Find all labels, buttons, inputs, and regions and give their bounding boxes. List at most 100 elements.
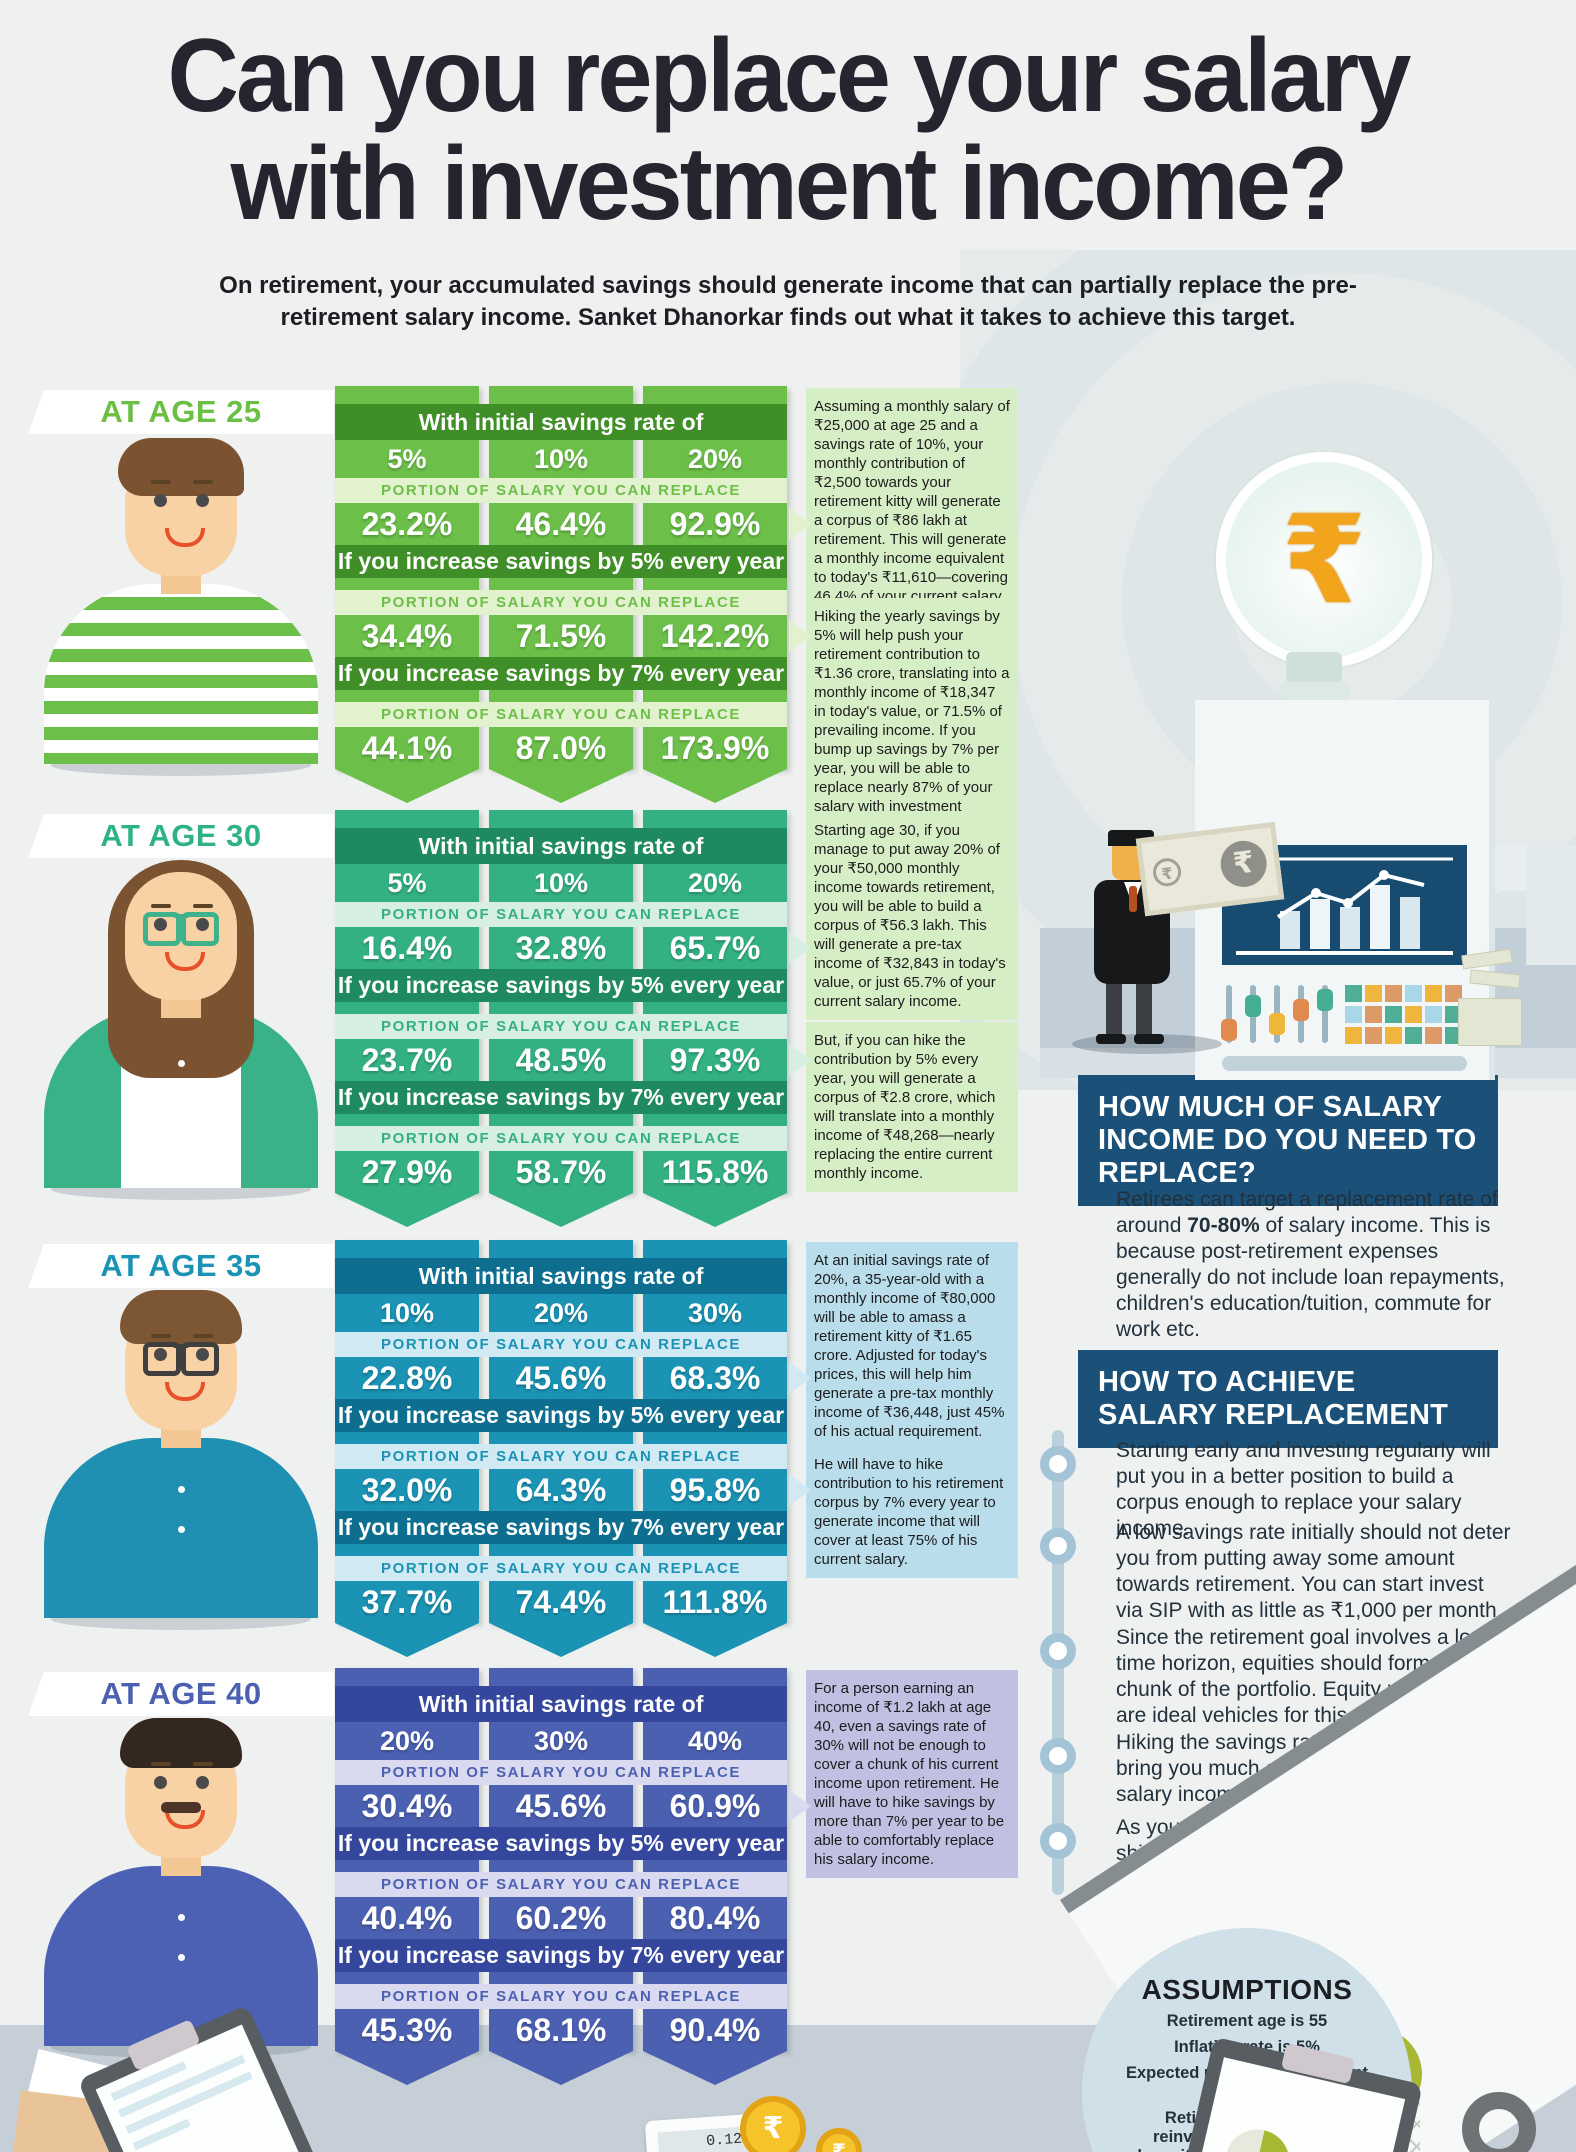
rupee-icon: ₹ <box>1281 492 1367 628</box>
connector-arrow <box>789 620 811 652</box>
avatar-age-30 <box>28 860 334 1200</box>
machine-mosaic <box>1345 985 1467 1045</box>
plus5-values-row: 23.7% 48.5% 97.3% <box>361 1042 761 1078</box>
how-to-point: Starting early and investing regularly w… <box>1040 1438 1516 1542</box>
avatar-age-35 <box>28 1290 334 1630</box>
rates-row: 10% 20% 30% <box>379 1298 743 1328</box>
assumptions-title: ASSUMPTIONS <box>1141 1974 1353 2005</box>
savings-table-age-30: With initial savings rate of 5% 10% 20% … <box>335 810 811 1230</box>
base-values-row: 16.4% 32.8% 65.7% <box>361 930 761 966</box>
note-age-35-1: At an initial savings rate of 20%, a 35-… <box>806 1242 1018 1450</box>
increase-7-label: If you increase savings by 7% every year <box>335 657 787 690</box>
base-values-row: 30.4% 45.6% 60.9% <box>361 1788 761 1824</box>
rupee-coin-icon: ₹ <box>740 2096 806 2152</box>
table-header: With initial savings rate of <box>335 404 787 440</box>
connector-arrow <box>789 1474 811 1506</box>
timeline-dot-icon <box>1040 1823 1076 1859</box>
note-age-25-1: Assuming a monthly salary of ₹25,000 at … <box>806 388 1018 634</box>
heading-how-to: HOW TO ACHIEVE SALARY REPLACEMENT <box>1078 1350 1498 1449</box>
age-40-label: AT AGE 40 <box>28 1672 334 1716</box>
mustache <box>161 1802 201 1813</box>
section-age-40: AT AGE 40 With initial savings rate of 2… <box>28 1668 1028 2098</box>
machine-slot <box>1222 1056 1467 1071</box>
note-age-25-2: Hiking the yearly savings by 5% will hel… <box>806 598 1018 844</box>
avatar-hair <box>118 438 244 496</box>
portion-label: PORTION OF SALARY YOU CAN REPLACE <box>335 590 787 615</box>
connector-arrow <box>789 508 811 540</box>
note-age-30-1: Starting age 30, if you manage to put aw… <box>806 812 1018 1020</box>
increase-5-label: If you increase savings by 5% every year <box>335 1399 787 1432</box>
glasses-icon <box>143 912 219 946</box>
page-subtitle: On retirement, your accumulated savings … <box>219 272 1357 332</box>
machine-chart-screen <box>1222 845 1467 965</box>
table-header: With initial savings rate of <box>335 1258 787 1294</box>
replacement-rate-value: 70-80% <box>1187 1214 1260 1237</box>
rates-row: 5% 10% 20% <box>387 868 743 898</box>
table-header: With initial savings rate of <box>335 828 787 864</box>
mini-chart <box>1236 857 1453 955</box>
portion-label: PORTION OF SALARY YOU CAN REPLACE <box>335 1984 787 2009</box>
cash-stack <box>1458 998 1522 1046</box>
portion-label: PORTION OF SALARY YOU CAN REPLACE <box>335 1332 787 1357</box>
bulb-neck <box>1286 652 1342 684</box>
mini-bars-icon <box>1287 2139 1370 2152</box>
avatar-hair <box>120 1718 242 1768</box>
note-age-35-2: He will have to hike contribution to his… <box>806 1446 1018 1578</box>
note-age-40-1: For a person earning an income of ₹1.2 l… <box>806 1670 1018 1878</box>
section-age-30: AT AGE 30 With initial savings rate of 5… <box>28 810 1028 1240</box>
plus5-values-row: 34.4% 71.5% 142.2% <box>361 618 770 654</box>
section-age-25: AT AGE 25 With initial savings rate of 5… <box>28 386 1028 844</box>
avatar-age-25 <box>28 436 334 776</box>
machine-pipe <box>1526 845 1576 965</box>
rates-row: 20% 30% 40% <box>379 1726 743 1756</box>
increase-5-label: If you increase savings by 5% every year <box>335 969 787 1002</box>
portion-label: PORTION OF SALARY YOU CAN REPLACE <box>335 1444 787 1469</box>
author-name: Sanket Dhanorkar <box>577 304 784 332</box>
age-35-label: AT AGE 35 <box>28 1244 334 1288</box>
how-much-body: Retirees can target a replacement rate o… <box>1116 1188 1505 1341</box>
rates-row: 5% 10% 20% <box>387 444 743 474</box>
connector-arrow <box>789 1044 811 1076</box>
rupee-icon: ₹ <box>1217 838 1270 890</box>
plus7-values-row: 27.9% 58.7% 115.8% <box>361 1154 769 1190</box>
savings-table-age-25: With initial savings rate of 5% 10% 20% … <box>335 386 811 806</box>
portion-label: PORTION OF SALARY YOU CAN REPLACE <box>335 1556 787 1581</box>
glasses-icon <box>143 1342 219 1376</box>
plus5-values-row: 40.4% 60.2% 80.4% <box>361 1900 761 1936</box>
assumption-item: Retirement age is 55 <box>1166 2012 1328 2030</box>
bulb-base <box>1278 682 1350 700</box>
plus7-values-row: 44.1% 87.0% 173.9% <box>361 730 770 766</box>
avatar-shirt <box>44 584 318 764</box>
increase-7-label: If you increase savings by 7% every year <box>335 1939 787 1972</box>
timeline-dot-icon <box>1040 1528 1076 1564</box>
base-values-row: 23.2% 46.4% 92.9% <box>361 506 761 542</box>
title-line-1: Can you replace your salary <box>167 18 1412 134</box>
section-age-35: AT AGE 35 With initial savings rate of 1… <box>28 1240 1028 1670</box>
age-25-label: AT AGE 25 <box>28 390 334 434</box>
age-30-label: AT AGE 30 <box>28 814 334 858</box>
portion-label: PORTION OF SALARY YOU CAN REPLACE <box>335 1126 787 1151</box>
page-title: Can you replace your salary with investm… <box>39 22 1536 238</box>
portion-label: PORTION OF SALARY YOU CAN REPLACE <box>335 702 787 727</box>
timeline-dot-icon <box>1040 1633 1076 1669</box>
increase-7-label: If you increase savings by 7% every year <box>335 1081 787 1114</box>
plus5-values-row: 32.0% 64.3% 95.8% <box>361 1472 761 1508</box>
portion-label: PORTION OF SALARY YOU CAN REPLACE <box>335 902 787 927</box>
savings-table-age-40: With initial savings rate of 20% 30% 40%… <box>335 1668 811 2088</box>
portion-label: PORTION OF SALARY YOU CAN REPLACE <box>335 1872 787 1897</box>
plus7-values-row: 45.3% 68.1% 90.4% <box>361 2012 761 2048</box>
portion-label: PORTION OF SALARY YOU CAN REPLACE <box>335 1760 787 1785</box>
base-values-row: 22.8% 45.6% 68.3% <box>361 1360 761 1396</box>
increase-5-label: If you increase savings by 5% every year <box>335 545 787 578</box>
rupee-lightbulb: ₹ <box>1216 452 1432 668</box>
note-age-30-2: But, if you can hike the contribution by… <box>806 1022 1018 1192</box>
rupee-icon: ₹ <box>1151 856 1183 888</box>
increase-5-label: If you increase savings by 5% every year <box>335 1827 787 1860</box>
timeline-dot-icon <box>1040 1738 1076 1774</box>
portion-label: PORTION OF SALARY YOU CAN REPLACE <box>335 1014 787 1039</box>
avatar-hair <box>120 1290 242 1344</box>
mini-pie-icon <box>1218 2123 1296 2152</box>
how-to-point: A low savings rate initially should not … <box>1040 1520 1516 1624</box>
heading-how-much: HOW MUCH OF SALARY INCOME DO YOU NEED TO… <box>1078 1075 1498 1207</box>
